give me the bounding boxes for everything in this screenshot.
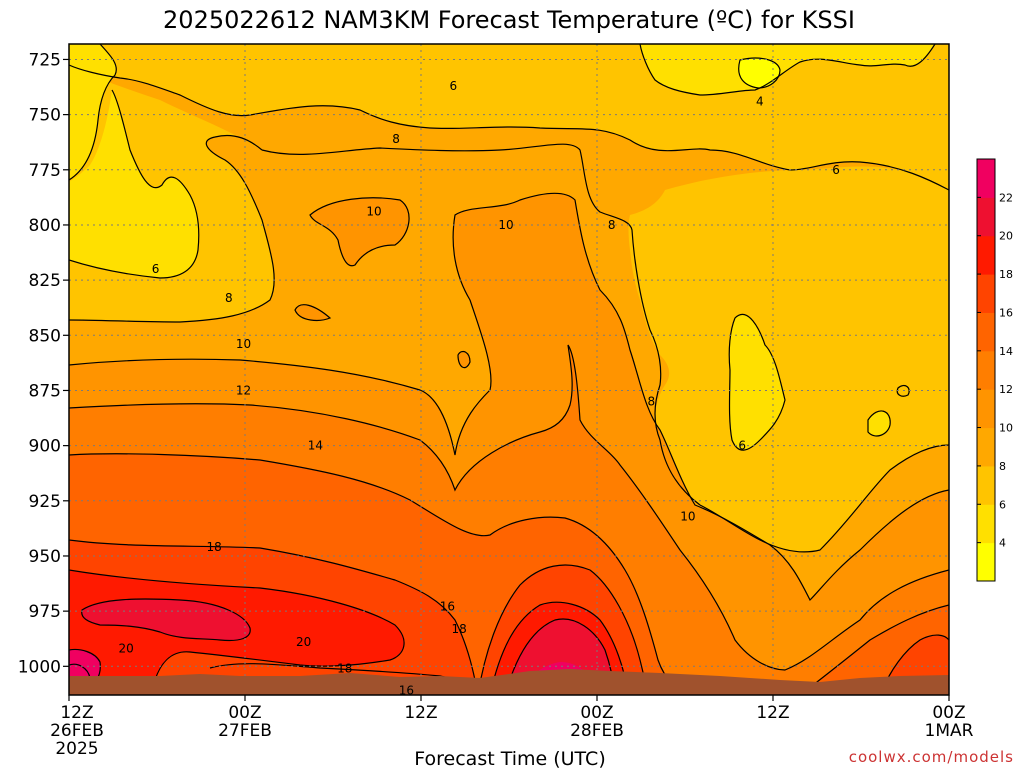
x-tick-label: 2025: [55, 739, 98, 759]
colorbar-swatch: [977, 159, 995, 198]
y-tick-label: 975: [29, 602, 61, 622]
contour-label: 6: [449, 79, 457, 93]
y-tick-label: 750: [29, 106, 61, 126]
colorbar-tick-label: 18: [999, 268, 1013, 281]
colorbar-border: [976, 158, 996, 582]
x-tick-label: 26FEB: [50, 721, 104, 741]
colorbar-swatch: [977, 504, 995, 544]
x-axis-label: Forecast Time (UTC): [414, 748, 605, 768]
x-tick-label: 00Z: [580, 703, 613, 723]
colorbar-swatch: [977, 427, 995, 467]
contour-label: 4: [756, 94, 764, 108]
y-tick-label: 850: [29, 326, 61, 346]
colorbar-tick-label: 12: [999, 383, 1013, 396]
band-4-6-island: [729, 314, 785, 451]
y-tick-label: 875: [29, 381, 61, 401]
band-4-6-left: [69, 90, 199, 278]
y-tick-label: 825: [29, 271, 61, 291]
colorbar-tick-label: 6: [999, 498, 1006, 511]
y-tick-label: 800: [29, 216, 61, 236]
band-10-12-island-2: [295, 304, 330, 321]
x-tick-label: 00Z: [932, 703, 965, 723]
band-4-6-topleft: [69, 44, 117, 180]
contour-label: 18: [207, 540, 222, 554]
colorbar-swatch: [977, 274, 995, 313]
colorbar-swatch: [977, 465, 995, 505]
contour-label: 6: [152, 262, 160, 276]
y-tick-label: 925: [29, 492, 61, 512]
contour-label: 6: [832, 163, 840, 177]
contour-label: 6: [738, 439, 746, 453]
colorbar-tick-label: 20: [999, 230, 1013, 243]
colorbar-tick-label: 22: [999, 191, 1013, 204]
colorbar-tick-label: 4: [999, 537, 1006, 550]
colorbar-swatch: [977, 312, 995, 352]
y-tick-label: 1000: [18, 657, 61, 677]
contour-label: 16: [440, 600, 455, 614]
colorbar-tick-label: 16: [999, 306, 1013, 319]
contour-label: 12: [236, 383, 251, 397]
temperature-field: [69, 44, 949, 695]
contour-label: 20: [119, 642, 134, 656]
terrain: [69, 669, 949, 695]
y-tick-label: 725: [29, 50, 61, 70]
contour-label: 20: [296, 635, 311, 649]
contour-label: 8: [392, 132, 400, 146]
colorbar: 4 6 8 10 12 14 16 18 20 22: [976, 158, 1013, 582]
x-tick-label: 12Z: [404, 703, 437, 723]
contour-labels: 6 4 8 6 10 10 8 6 8 10 12 8 14 6 10 18 16 18 20 20 18 16: [119, 79, 840, 698]
contour-label: 10: [498, 218, 513, 232]
plot-border: [68, 43, 950, 696]
x-tick-label: 00Z: [228, 703, 261, 723]
y-tick-label: 950: [29, 547, 61, 567]
colorbar-tick-label: 14: [999, 345, 1013, 358]
chart-title: 2025022612 NAM3KM Forecast Temperature (…: [163, 6, 855, 34]
band-10-12-island-3: [458, 351, 470, 368]
contour-label: 18: [337, 662, 352, 676]
x-tick-label: 27FEB: [218, 721, 272, 741]
band-10-12-island-1: [310, 197, 410, 266]
colorbar-swatch: [977, 350, 995, 390]
colorbar-tick-label: 10: [999, 422, 1013, 435]
contour-label: 16: [399, 684, 414, 698]
band-20-22-left: [81, 599, 251, 641]
contour-label: 18: [451, 622, 466, 636]
colorbar-swatch: [977, 235, 995, 275]
band-6-8-right: [628, 166, 949, 552]
contour-label: 10: [366, 205, 381, 219]
contour-label: 8: [225, 291, 233, 305]
contour-label: 8: [608, 218, 616, 232]
colorbar-tick-label: 8: [999, 460, 1006, 473]
y-axis: 725 750 775 800 825 850 875 900 925 950 975 1000: [18, 50, 69, 677]
colorbar-swatch: [977, 197, 995, 237]
gridlines: [69, 44, 949, 695]
x-tick-label: 12Z: [756, 703, 789, 723]
colorbar-swatch: [977, 542, 995, 582]
contour-label: 14: [308, 439, 323, 453]
y-tick-label: 775: [29, 161, 61, 181]
x-tick-label: 12Z: [60, 703, 93, 723]
credit-text: coolwx.com/models: [849, 748, 1014, 766]
colorbar-swatch: [977, 389, 995, 429]
x-tick-label: 1MAR: [925, 721, 974, 741]
contour-label: 10: [680, 509, 695, 523]
contour-label: 10: [236, 337, 251, 351]
x-tick-label: 28FEB: [570, 721, 624, 741]
y-tick-label: 900: [29, 437, 61, 457]
band-2-4: [738, 58, 780, 88]
band-4-6-island-small: [868, 410, 891, 436]
contour-label: 8: [647, 394, 655, 408]
